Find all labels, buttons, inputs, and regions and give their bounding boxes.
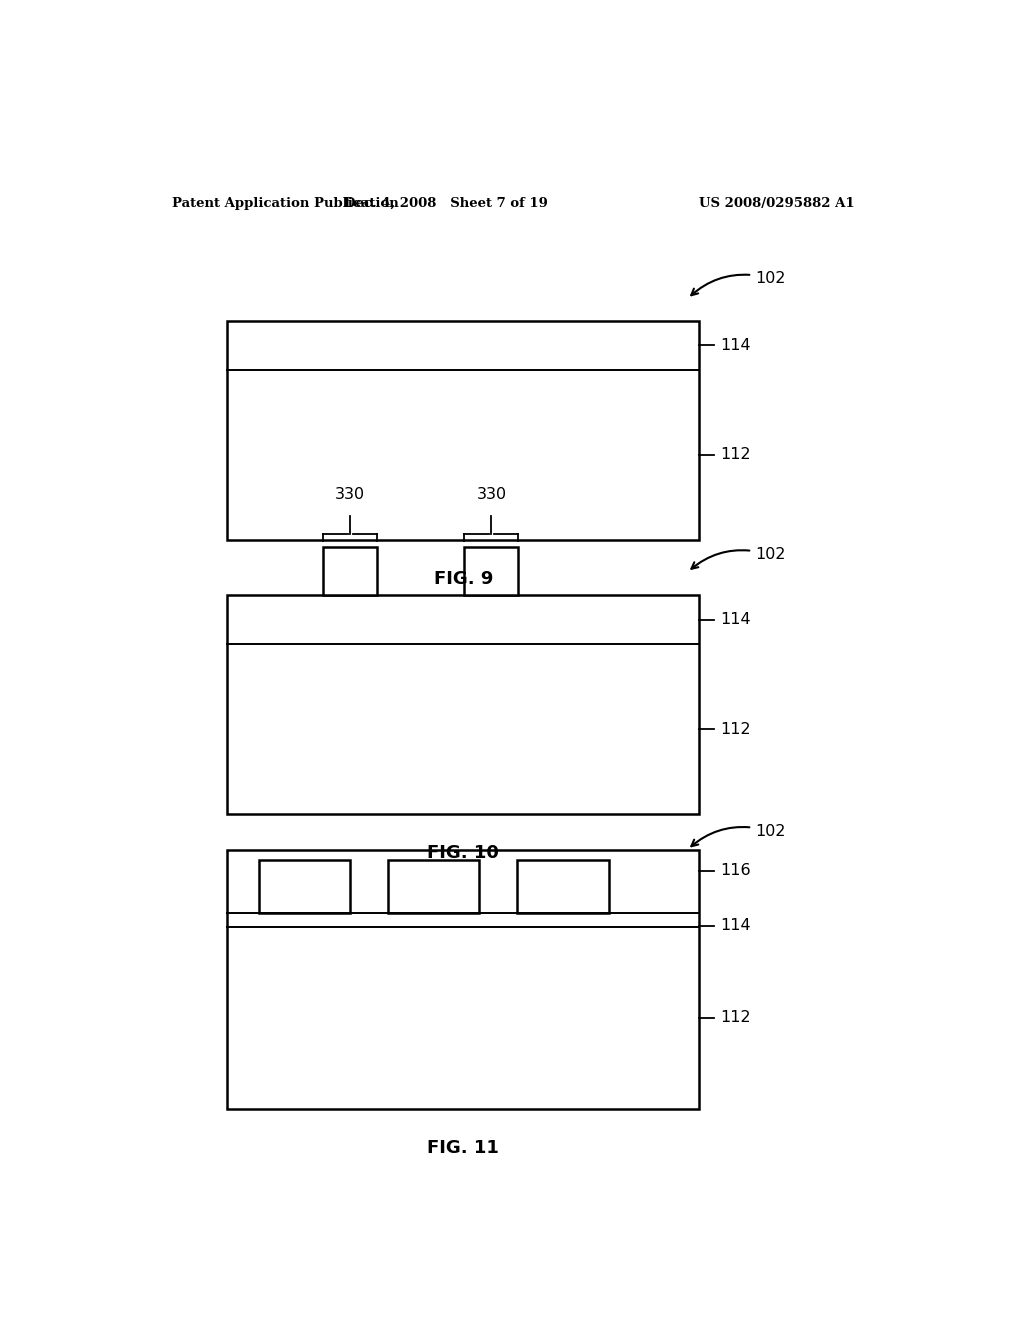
Text: 114: 114 bbox=[720, 919, 751, 933]
Text: US 2008/0295882 A1: US 2008/0295882 A1 bbox=[699, 197, 855, 210]
Text: Dec. 4, 2008   Sheet 7 of 19: Dec. 4, 2008 Sheet 7 of 19 bbox=[343, 197, 548, 210]
Bar bbox=[227, 595, 699, 814]
Text: 102: 102 bbox=[691, 824, 785, 846]
Text: 112: 112 bbox=[720, 1010, 751, 1026]
Text: 102: 102 bbox=[691, 548, 785, 569]
Text: FIG. 11: FIG. 11 bbox=[427, 1139, 500, 1158]
Text: 330: 330 bbox=[335, 487, 366, 502]
Text: 116: 116 bbox=[720, 863, 751, 878]
Text: 114: 114 bbox=[720, 612, 751, 627]
Text: 112: 112 bbox=[720, 447, 751, 462]
Bar bbox=[324, 546, 377, 595]
Text: FIG. 10: FIG. 10 bbox=[427, 845, 500, 862]
Text: 102: 102 bbox=[691, 271, 785, 296]
Bar bbox=[227, 321, 699, 540]
Text: Patent Application Publication: Patent Application Publication bbox=[172, 197, 398, 210]
Bar bbox=[227, 850, 699, 1109]
Text: FIG. 9: FIG. 9 bbox=[433, 570, 493, 587]
Text: 114: 114 bbox=[720, 338, 751, 352]
Bar bbox=[258, 859, 350, 912]
Text: 112: 112 bbox=[720, 722, 751, 737]
Bar bbox=[465, 546, 518, 595]
Bar bbox=[388, 859, 479, 912]
Text: 330: 330 bbox=[476, 487, 507, 502]
Bar bbox=[517, 859, 608, 912]
